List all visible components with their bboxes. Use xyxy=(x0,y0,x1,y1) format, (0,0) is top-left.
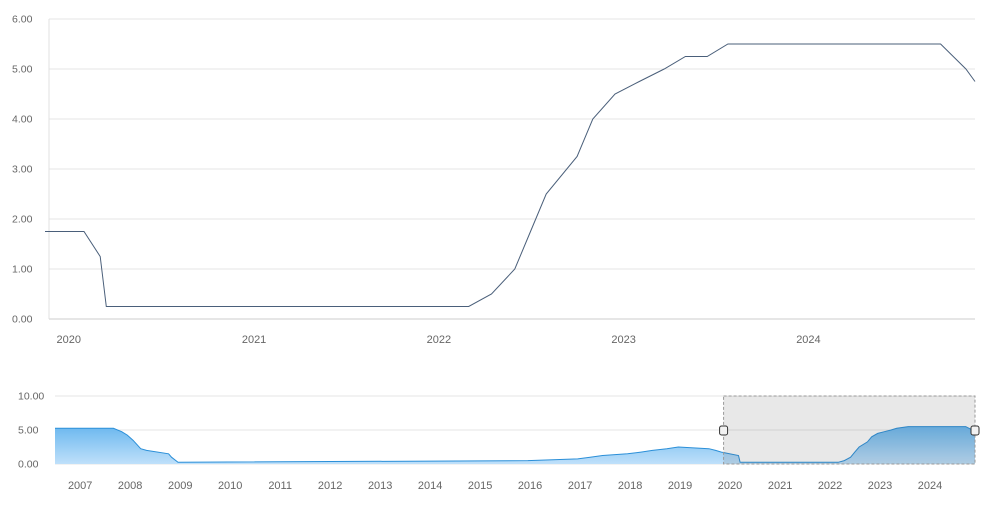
main-x-tick-label: 2022 xyxy=(427,334,451,346)
main-y-tick-label: 5.00 xyxy=(12,64,33,76)
navigator-x-tick-label: 2016 xyxy=(518,480,542,492)
navigator-x-tick-label: 2024 xyxy=(918,480,942,492)
navigator-series xyxy=(55,426,976,464)
navigator-x-tick-label: 2017 xyxy=(568,480,592,492)
navigator-x-tick-label: 2014 xyxy=(418,480,442,492)
navigator-series-area xyxy=(55,426,975,464)
navigator-y-tick-label: 10.00 xyxy=(18,391,44,403)
navigator-x-tick-label: 2021 xyxy=(768,480,792,492)
navigator-x-tick-label: 2007 xyxy=(68,480,92,492)
navigator-y-tick-label: 5.00 xyxy=(18,425,39,437)
navigator-selection[interactable] xyxy=(719,395,980,465)
main-gridlines xyxy=(48,18,975,320)
navigator-selection-window[interactable] xyxy=(723,395,976,465)
main-x-tick-label: 2021 xyxy=(242,334,266,346)
navigator-x-tick-label: 2018 xyxy=(618,480,642,492)
main-y-tick-label: 0.00 xyxy=(12,314,33,326)
navigator-x-tick-label: 2011 xyxy=(268,480,292,492)
main-y-tick-labels: 0.00 1.00 2.00 3.00 4.00 5.00 6.00 xyxy=(12,14,33,326)
navigator-x-tick-label: 2020 xyxy=(718,480,742,492)
main-x-tick-label: 2023 xyxy=(611,334,635,346)
main-y-tick-label: 4.00 xyxy=(12,114,33,126)
main-y-tick-label: 3.00 xyxy=(12,164,33,176)
navigator-series-line xyxy=(55,426,976,463)
navigator-x-tick-label: 2023 xyxy=(868,480,892,492)
navigator-x-tick-label: 2010 xyxy=(218,480,242,492)
main-x-tick-label: 2024 xyxy=(796,334,820,346)
navigator-x-tick-label: 2008 xyxy=(118,480,142,492)
navigator-x-tick-label: 2013 xyxy=(368,480,392,492)
main-y-tick-label: 1.00 xyxy=(12,264,33,276)
navigator-range-handle[interactable] xyxy=(719,425,729,436)
navigator-y-tick-labels: 0.00 5.00 10.00 xyxy=(18,391,44,471)
main-x-tick-label: 2020 xyxy=(57,334,81,346)
navigator-x-tick-labels: 2007 2008 2009 2010 2011 2012 2013 2014 2015 2016… xyxy=(68,480,942,492)
main-y-tick-label: 2.00 xyxy=(12,214,33,226)
main-x-tick-labels: 2020 2021 2022 2023 2024 xyxy=(57,334,821,346)
main-series-line xyxy=(45,43,976,307)
navigator-x-tick-label: 2015 xyxy=(468,480,492,492)
main-y-tick-label: 6.00 xyxy=(12,14,33,26)
navigator-x-tick-label: 2012 xyxy=(318,480,342,492)
navigator-x-tick-label: 2019 xyxy=(668,480,692,492)
main-series xyxy=(45,43,976,307)
navigator-x-tick-label: 2009 xyxy=(168,480,192,492)
navigator-x-tick-label: 2022 xyxy=(818,480,842,492)
navigator-y-tick-label: 0.00 xyxy=(18,459,39,471)
navigator-range-handle[interactable] xyxy=(970,425,980,436)
